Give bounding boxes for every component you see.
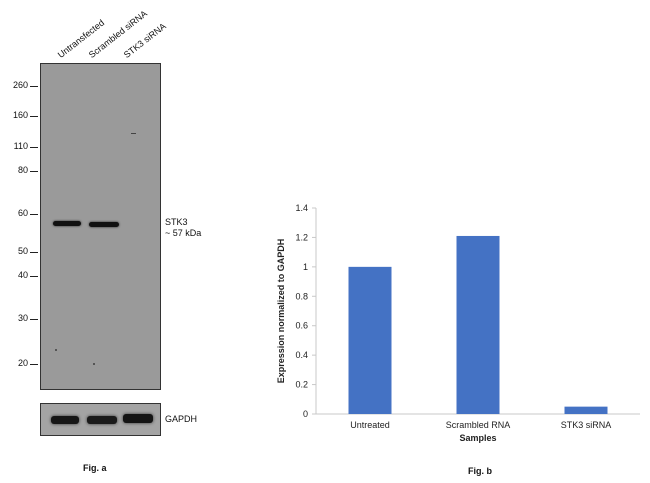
y-axis-title: Expression normalized to GAPDH <box>276 239 286 384</box>
mw-tick-80 <box>30 171 38 172</box>
mw-marker-160: 160 <box>12 110 28 120</box>
mw-tick-50 <box>30 252 38 253</box>
expression-bar-chart: 0 0.2 0.4 0.6 0.8 1 1.2 1.4 Untreated Scrambled R… <box>276 203 640 443</box>
mw-marker-20: 20 <box>17 358 28 368</box>
mw-marker-50: 50 <box>17 246 28 256</box>
bar-stk3-sirna <box>564 406 608 414</box>
gapdh-band-stk3 <box>123 414 153 423</box>
gapdh-band-untransfected <box>51 416 79 424</box>
figure-b-caption: Fig. b <box>468 466 492 476</box>
x-tick-label: STK3 siRNA <box>561 420 612 430</box>
lane-label-scrambled-sirna: Scrambled siRNA <box>86 8 149 61</box>
y-tick-label: 0.8 <box>295 291 308 301</box>
target-label: STK3 ~ 57 kDa <box>165 217 201 239</box>
mw-marker-260: 260 <box>12 80 28 90</box>
gapdh-band-scrambled <box>87 416 117 424</box>
y-tick-label: 0 <box>303 409 308 419</box>
mw-tick-160 <box>30 116 38 117</box>
mw-marker-60: 60 <box>17 208 28 218</box>
mw-tick-60 <box>30 214 38 215</box>
mw-tick-110 <box>30 147 38 148</box>
mw-tick-260 <box>30 86 38 87</box>
mw-marker-110: 110 <box>13 141 28 151</box>
blot-speck <box>131 133 136 134</box>
mw-marker-40: 40 <box>17 270 28 280</box>
mw-tick-30 <box>30 319 38 320</box>
target-name: STK3 <box>165 217 188 227</box>
mw-marker-80: 80 <box>17 165 28 175</box>
x-tick-label: Scrambled RNA <box>446 420 511 430</box>
figure-a-caption: Fig. a <box>83 463 107 473</box>
mw-tick-20 <box>30 364 38 365</box>
x-axis-title: Samples <box>459 433 496 443</box>
y-tick-label: 0.4 <box>295 350 308 360</box>
target-size: ~ 57 kDa <box>165 228 202 238</box>
y-tick-label: 0.2 <box>295 380 308 390</box>
y-tick-label: 1.4 <box>295 203 308 213</box>
main-blot-image <box>40 63 161 390</box>
stk3-band-scrambled <box>89 222 119 227</box>
stk3-band-untransfected <box>53 221 81 226</box>
gapdh-blot-image <box>40 403 161 436</box>
loading-control-label: GAPDH <box>165 414 198 424</box>
blot-speck <box>93 363 95 365</box>
blot-speck <box>55 349 57 351</box>
bar-scrambled-rna <box>456 235 500 414</box>
bar-untreated <box>348 266 392 414</box>
y-tick-label: 1.2 <box>295 232 308 242</box>
mw-marker-30: 30 <box>17 313 28 323</box>
y-tick-label: 1 <box>303 262 308 272</box>
y-tick-label: 0.6 <box>295 321 308 331</box>
x-tick-label: Untreated <box>350 420 390 430</box>
mw-tick-40 <box>30 276 38 277</box>
